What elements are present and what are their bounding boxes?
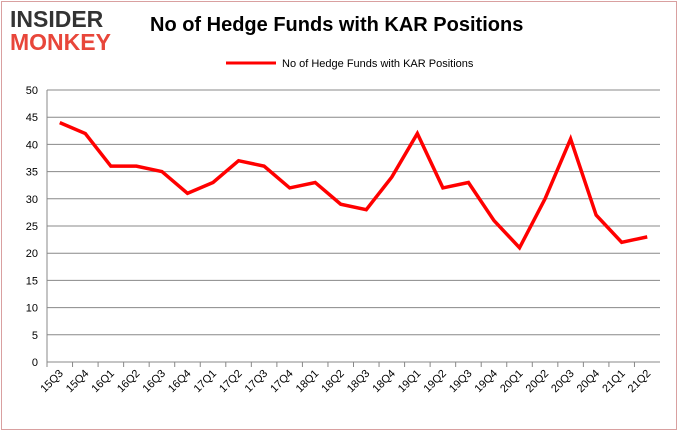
x-tick-label: 17Q2	[217, 368, 245, 396]
x-tick-label: 21Q1	[600, 368, 628, 396]
x-tick-label: 18Q2	[319, 368, 347, 396]
y-tick-label: 20	[26, 248, 38, 260]
x-tick-label: 19Q1	[396, 368, 424, 396]
x-tick-label: 20Q2	[524, 368, 552, 396]
x-tick-label: 19Q4	[473, 368, 501, 396]
x-tick-label: 20Q4	[575, 368, 603, 396]
y-tick-label: 25	[26, 221, 38, 233]
y-tick-label: 35	[26, 167, 38, 179]
y-tick-label: 30	[26, 194, 38, 206]
x-tick-label: 17Q3	[243, 368, 271, 396]
x-tick-label: 16Q3	[141, 368, 169, 396]
x-tick-label: 18Q4	[370, 368, 398, 396]
x-tick-label: 20Q1	[498, 368, 526, 396]
y-tick-label: 5	[32, 330, 38, 342]
logo-line2: MONKEY	[10, 29, 111, 55]
x-tick-label: 21Q2	[626, 368, 654, 396]
x-tick-label: 15Q4	[64, 368, 92, 396]
x-tick-label: 16Q2	[115, 368, 143, 396]
x-tick-label: 16Q1	[89, 368, 117, 396]
x-tick-label: 17Q1	[192, 368, 220, 396]
x-tick-label: 18Q1	[294, 368, 322, 396]
x-tick-label: 19Q2	[421, 368, 449, 396]
insider-monkey-logo: INSIDER MONKEY	[10, 8, 111, 54]
y-tick-label: 40	[26, 139, 38, 151]
y-tick-label: 45	[26, 112, 38, 124]
x-tick-label: 18Q3	[345, 368, 373, 396]
y-tick-label: 50	[26, 85, 38, 97]
y-tick-label: 10	[26, 303, 38, 315]
logo-line1: INSIDER	[10, 6, 104, 32]
x-tick-label: 17Q4	[268, 368, 296, 396]
legend-label: No of Hedge Funds with KAR Positions	[282, 58, 474, 70]
chart-title: No of Hedge Funds with KAR Positions	[150, 14, 524, 36]
x-tick-label: 20Q3	[549, 368, 577, 396]
y-tick-label: 15	[26, 275, 38, 287]
x-tick-label: 16Q4	[166, 368, 194, 396]
series-line	[59, 121, 648, 251]
y-tick-label: 0	[32, 357, 38, 369]
x-tick-label: 19Q3	[447, 368, 475, 396]
x-tick-label: 15Q3	[38, 368, 66, 396]
